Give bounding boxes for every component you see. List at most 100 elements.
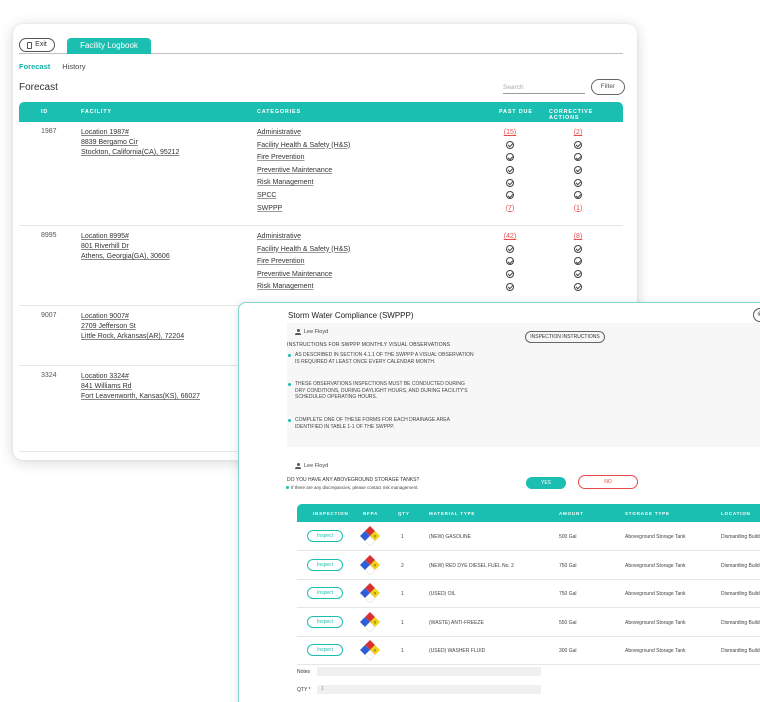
user-label: Lee Floyd <box>295 463 328 469</box>
page-title: Forecast <box>19 82 58 93</box>
category-link[interactable]: SWPPP <box>257 204 283 212</box>
category-link[interactable]: Preventive Maintenance <box>257 166 333 174</box>
tank-material: (USED) OIL <box>429 591 456 598</box>
nfpa-diamond-icon: 0 <box>360 583 380 604</box>
corrective-action-cell <box>563 257 593 270</box>
top-tab-bar: Exit Facility Logbook <box>19 38 623 54</box>
subtab-forecast[interactable]: Forecast <box>19 62 51 71</box>
past-due-cell <box>495 140 525 154</box>
category-link[interactable]: SPCC <box>257 191 277 199</box>
tank-qty: 2 <box>401 562 404 569</box>
instructions-title: INSTRUCTIONS FOR SWPPP MONTHLY VISUAL OB… <box>287 342 451 348</box>
tab-facility-logbook[interactable]: Facility Logbook <box>67 38 151 54</box>
yes-button[interactable]: YES <box>526 477 566 489</box>
tank-qty: 1 <box>401 648 404 655</box>
tank-material: (USED) WASHER FLUID <box>429 648 486 655</box>
category-link[interactable]: Fire Prevention <box>257 258 305 266</box>
instruction-bullet: COMPLETE ONE OF THESE FORMS FOR EACH DRA… <box>288 417 475 430</box>
user-label: Lee Floyd <box>295 329 328 335</box>
corrective-action-cell <box>563 178 593 191</box>
facility-address1: 8839 Bergamo Cir <box>81 139 138 146</box>
inspect-button[interactable]: Inspect <box>307 587 343 600</box>
corrective-action-cell <box>563 140 593 154</box>
col-id: ID <box>41 109 49 115</box>
check-circle-icon <box>506 282 514 291</box>
col-storage-type: STORAGE TYPE <box>625 510 670 516</box>
inspect-button[interactable]: Inspect <box>307 644 343 657</box>
category-link[interactable]: Administrative <box>257 233 301 240</box>
svg-text:0: 0 <box>374 534 377 539</box>
notes-input[interactable] <box>317 667 541 676</box>
category-link[interactable]: Fire Prevention <box>257 154 305 162</box>
category-link[interactable]: Administrative <box>257 129 301 136</box>
tank-table-header: INSPECTION NFPA QTY MATERIAL TYPE AMOUNT… <box>297 504 760 522</box>
past-due-count[interactable]: (7) <box>505 204 515 212</box>
check-circle-icon <box>506 140 514 149</box>
facility-location[interactable]: Location 9007# 2709 Jefferson St Little Ro… <box>81 312 184 342</box>
filter-button[interactable]: Filter <box>591 79 625 95</box>
tank-material: (NEW) RED DYE DIESEL FUEL No. 2 <box>429 562 514 569</box>
corrective-action-count[interactable]: (8) <box>573 233 583 240</box>
category-link[interactable]: Facility Health & Safety (H&S) <box>257 141 351 149</box>
past-due-count[interactable]: (42) <box>503 233 517 240</box>
facility-location[interactable]: Location 3324# 841 Williams Rd Fort Leaven… <box>81 372 200 402</box>
check-circle-icon <box>506 244 514 253</box>
tank-row: Inspect 0 1 (USED) OIL 750 Gal Aboveground St… <box>297 579 760 609</box>
past-due-cell <box>495 282 525 295</box>
col-categories: CATEGORIES <box>257 109 301 115</box>
subtab-history[interactable]: History <box>62 62 86 71</box>
tank-location: Dismantling Building <box>721 562 760 569</box>
corrective-action-cell <box>563 269 593 283</box>
tank-location: Dismantling Building <box>721 619 760 626</box>
check-circle-icon <box>574 282 582 291</box>
past-due-count[interactable]: (15) <box>503 129 517 136</box>
qty-input[interactable]: 1 <box>317 685 541 694</box>
exit-button[interactable]: Exit <box>19 38 55 52</box>
tank-amount: 500 Gal <box>559 534 577 540</box>
tank-location: Dismantling Building <box>721 534 760 540</box>
tank-qty: 1 <box>401 591 404 598</box>
category-link[interactable]: Preventive Maintenance <box>257 270 333 278</box>
inspection-instructions-button[interactable]: INSPECTION INSTRUCTIONS <box>525 331 605 343</box>
facility-id: 9007 <box>41 312 57 319</box>
col-corrective-actions: CORRECTIVE ACTIONS <box>549 109 594 121</box>
category-link[interactable]: Risk Management <box>257 179 314 187</box>
inspect-button[interactable]: Inspect <box>307 615 343 628</box>
inspect-button[interactable]: Inspect <box>307 530 343 542</box>
tank-row: Inspect 0 1 (NEW) GASOLINE 500 Gal Abovegroun… <box>297 522 760 551</box>
corrective-action-cell <box>563 244 593 258</box>
past-due-cell: (15) <box>495 128 525 141</box>
table-row: 8995 Location 8995# 801 Riverhill Dr Athens… <box>19 226 623 306</box>
check-circle-icon <box>574 257 582 266</box>
check-circle-icon <box>574 140 582 149</box>
check-circle-icon <box>574 269 582 278</box>
facility-location: Location 1987# <box>81 129 129 136</box>
facility-location[interactable]: Location 1987# 8839 Bergamo Cir Stockton, … <box>81 128 179 158</box>
tank-storage: Aboveground Storage Tank <box>625 591 686 598</box>
col-qty: QTY <box>398 510 410 516</box>
facility-location: Location 9007# <box>81 313 129 320</box>
tank-storage: Aboveground Storage Tank <box>625 619 686 626</box>
facility-address2: Little Rock, Arkansas(AR), 72204 <box>81 333 185 340</box>
check-circle-icon <box>506 257 514 266</box>
facility-location[interactable]: Location 8995# 801 Riverhill Dr Athens, Ge… <box>81 232 170 262</box>
tank-storage: Aboveground Storage Tank <box>625 648 686 655</box>
corrective-action-count[interactable]: (1) <box>573 204 583 212</box>
inspect-button[interactable]: Inspect <box>307 558 343 571</box>
tank-amount: 300 Gal <box>559 648 577 655</box>
facility-address2: Stockton, California(CA), 95212 <box>81 149 180 156</box>
table-header: ID FACILITY CATEGORIES PAST DUE CORRECTI… <box>19 102 623 122</box>
tank-location: Dismantling Building <box>721 591 760 598</box>
past-due-cell <box>495 269 525 283</box>
tank-storage: Aboveground Storage Tank <box>625 534 686 540</box>
svg-text:0: 0 <box>374 591 377 596</box>
search-input[interactable]: Search <box>503 84 585 94</box>
corrective-action-count[interactable]: (2) <box>573 129 583 136</box>
no-button[interactable]: NO <box>578 475 638 489</box>
category-link[interactable]: Facility Health & Safety (H&S) <box>257 245 351 253</box>
qty-label: QTY * <box>297 687 311 693</box>
category-link[interactable]: Risk Management <box>257 283 314 291</box>
tank-amount: 750 Gal <box>559 562 577 569</box>
facility-location: Location 8995# <box>81 233 129 240</box>
close-circle-icon[interactable]: ⊗ <box>753 308 760 322</box>
